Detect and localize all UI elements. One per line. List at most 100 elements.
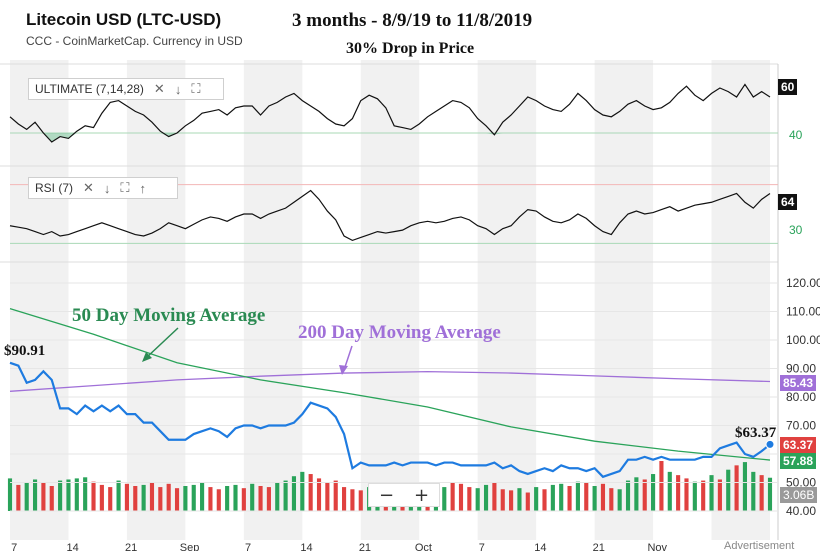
volume-bar — [24, 482, 29, 511]
volume-bar — [458, 483, 464, 511]
volume-bar — [325, 482, 330, 511]
expand-icon[interactable]: ⛶ — [120, 180, 130, 195]
week-band — [360, 60, 420, 540]
volume-bar — [717, 479, 722, 511]
volume-bar — [49, 486, 54, 511]
volume-bar — [342, 487, 347, 511]
ma50-arrow — [145, 327, 179, 359]
week-band — [594, 60, 654, 540]
price-value-label: 63.37 — [780, 437, 817, 453]
y-tick-label: 110.00 — [786, 305, 820, 319]
volume-bar — [442, 487, 447, 511]
week-band — [711, 60, 770, 540]
x-tick-label: 14 — [300, 542, 312, 551]
drop-annotation: 30% Drop in Price — [346, 40, 475, 57]
x-tick-label: 7 — [479, 542, 485, 551]
x-axis-ticks: 7 14 21 Sep 7 14 21 Oct 7 14 21 Nov — [11, 542, 667, 551]
price-series — [9, 308, 775, 479]
ma200-arrowhead — [339, 365, 348, 375]
week-band — [10, 60, 69, 540]
volume-bar — [258, 486, 263, 511]
rsi-last-value: 64 — [778, 194, 798, 210]
volume-bar — [625, 480, 631, 511]
zoom-controls: − + — [368, 483, 440, 507]
volume-bar — [32, 479, 38, 511]
volume-bar — [567, 486, 572, 511]
volume-bar — [667, 471, 672, 511]
volume-bar — [467, 487, 472, 511]
ma50-value-label: 57.88 — [780, 453, 817, 469]
y-tick-label: 70.00 — [786, 419, 816, 433]
y-tick-label: 100.00 — [786, 333, 820, 347]
x-tick-label: Sep — [180, 542, 200, 551]
volume-bar — [559, 483, 564, 511]
volume-bar — [609, 488, 614, 511]
close-icon[interactable]: ✕ — [153, 81, 165, 96]
x-tick-label: 21 — [359, 542, 371, 551]
y-axis-ticks: 120.00110.00100.0090.0080.0070.0060.0050… — [786, 276, 820, 518]
last-price-dot — [765, 439, 775, 449]
volume-bar — [83, 477, 88, 511]
volume-bar — [58, 480, 63, 511]
volume-bar — [726, 469, 731, 511]
ma50-arrowhead — [142, 352, 152, 362]
volume-bar — [300, 471, 305, 511]
arrow-up-icon[interactable]: ↑ — [139, 180, 147, 196]
zoom-in-button[interactable]: + — [413, 484, 430, 506]
period-annotation: 3 months - 8/9/19 to 11/8/2019 — [292, 10, 533, 31]
end-price-annotation: $63.37 — [735, 425, 777, 441]
volume-bar — [275, 482, 280, 511]
volume-bar — [283, 480, 288, 511]
rsi-indicator-name: RSI (7) — [35, 181, 74, 195]
volume-bar — [542, 489, 547, 511]
y-tick-label: 40.00 — [786, 504, 816, 518]
arrow-down-icon[interactable]: ↓ — [103, 180, 111, 196]
volume-bar — [241, 488, 246, 511]
volume-bar — [692, 481, 697, 511]
volume-bar — [158, 487, 163, 511]
ultimate-indicator-name: ULTIMATE (7,14,28) — [35, 82, 144, 96]
ma50-line — [9, 308, 771, 461]
ultimate-indicator-label[interactable]: ULTIMATE (7,14,28) ✕ ↓ ⛶ — [28, 78, 224, 100]
volume-bar — [742, 462, 748, 511]
volume-bar — [751, 471, 756, 511]
x-tick-label: Nov — [647, 542, 667, 551]
background-bands — [10, 60, 770, 540]
rsi-line — [9, 189, 771, 242]
y-tick-label: 50.00 — [786, 476, 816, 490]
week-band — [243, 60, 303, 540]
x-tick-label: 14 — [67, 542, 79, 551]
rsi-indicator-label[interactable]: RSI (7) ✕ ↓ ⛶ ↑ — [28, 177, 178, 199]
volume-bar — [233, 484, 238, 511]
volume-bar — [759, 475, 764, 511]
ultimate-line — [9, 83, 771, 143]
y-tick-label: 90.00 — [786, 362, 816, 376]
x-tick-label: 7 — [245, 542, 251, 551]
volume-bar — [41, 482, 46, 511]
close-icon[interactable]: ✕ — [83, 180, 94, 195]
x-tick-label: 21 — [593, 542, 605, 551]
volume-bar — [308, 474, 313, 511]
volume-bar — [99, 484, 104, 511]
volume-bar — [617, 489, 622, 511]
volume-bar — [684, 478, 689, 511]
ma200-line — [9, 370, 771, 392]
volume-bar — [651, 474, 656, 511]
volume-bar — [584, 482, 589, 511]
volume-bar — [191, 484, 196, 511]
volume-bar — [550, 484, 555, 511]
expand-icon[interactable]: ⛶ — [191, 81, 201, 96]
x-tick-label: 21 — [125, 542, 137, 551]
volume-bar — [149, 482, 155, 511]
volume-bar — [358, 490, 363, 511]
zoom-out-button[interactable]: − — [378, 484, 395, 506]
volume-bar — [250, 483, 255, 511]
volume-bar — [174, 488, 180, 511]
volume-bar — [509, 490, 514, 511]
volume-bar — [659, 461, 664, 511]
arrow-down-icon[interactable]: ↓ — [174, 81, 182, 97]
volume-bar — [642, 479, 647, 511]
ma50-annotation: 50 Day Moving Average — [72, 305, 266, 326]
week-band — [477, 60, 537, 540]
